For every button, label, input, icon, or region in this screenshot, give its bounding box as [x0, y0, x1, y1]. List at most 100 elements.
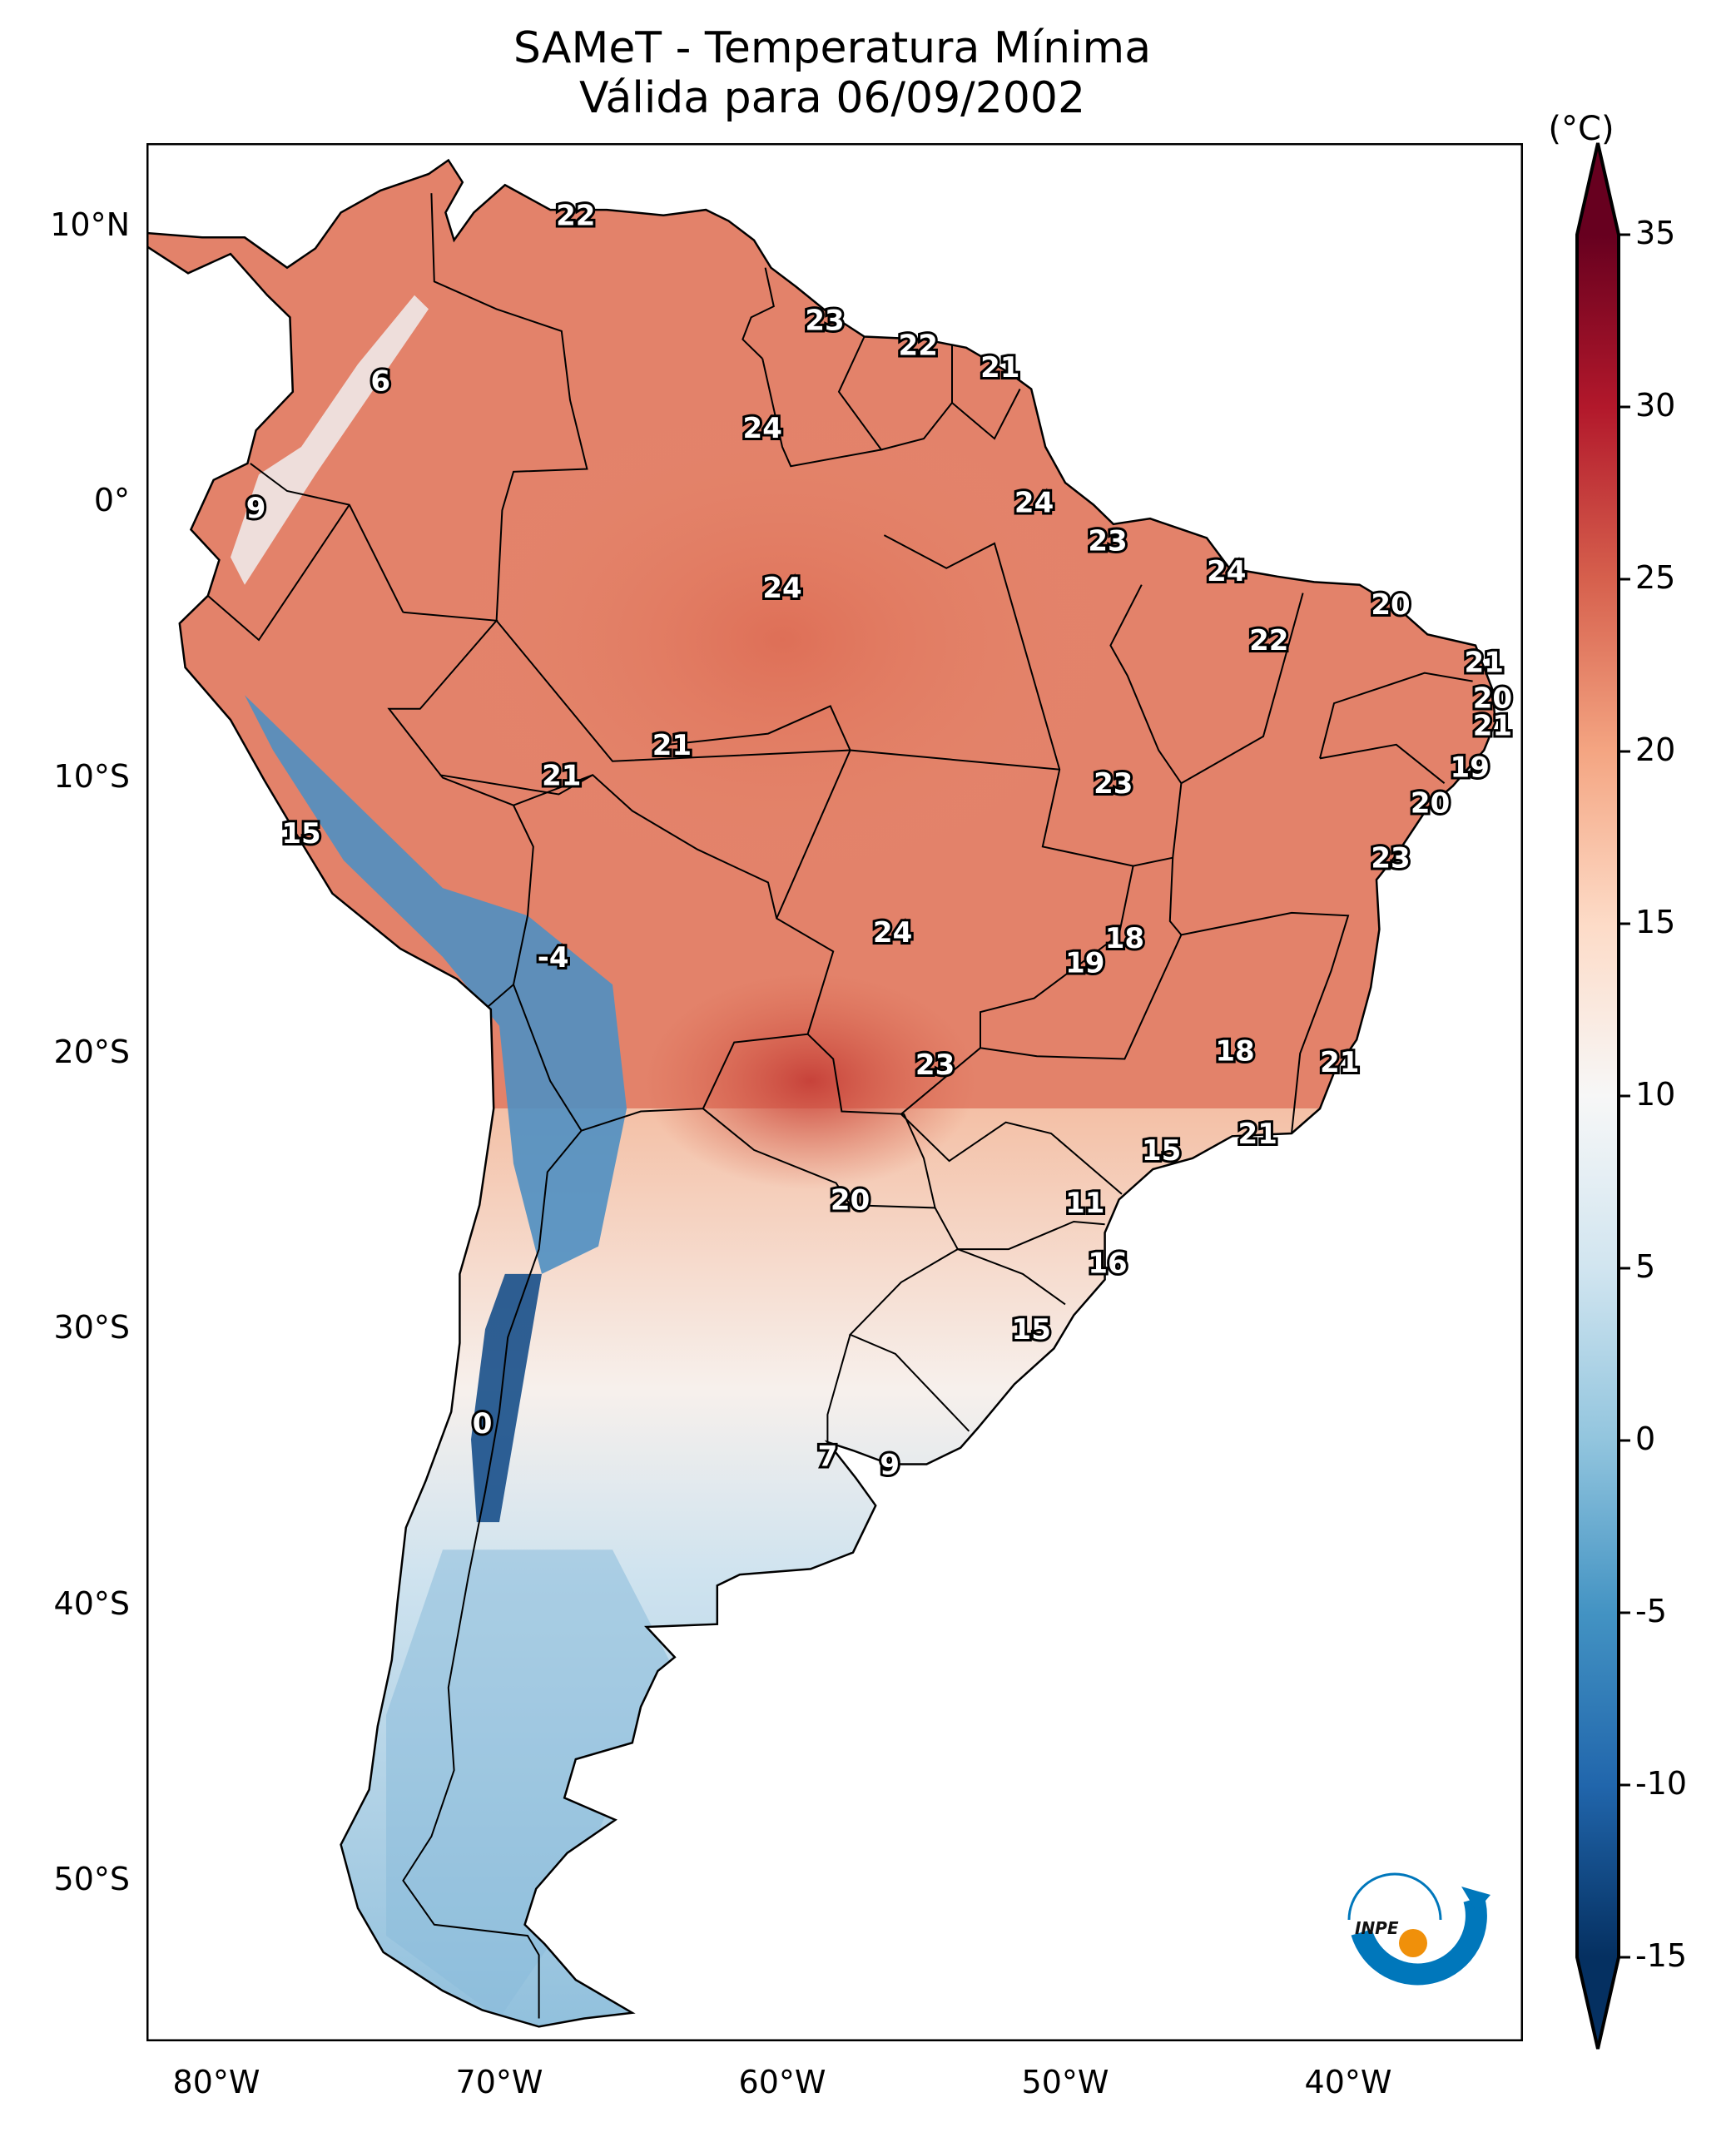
x-tick-label: 60°W [738, 2064, 826, 2100]
station-temperature-label: 9 [246, 492, 266, 525]
station-temperature-label: 21 [1473, 710, 1512, 743]
colorbar-tick-label: 25 [1635, 559, 1676, 596]
map-axes: 22 6 9 23 22 21 24 24 23 24 20 22 24 21 20 21 19 20 23 23 21… [146, 143, 1523, 2041]
station-temperature-label: 24 [873, 916, 912, 950]
y-tick-label: 10°N [50, 206, 130, 243]
border-line [250, 463, 404, 613]
station-temperature-label: 15 [1142, 1134, 1181, 1168]
border-line [957, 1220, 1105, 1251]
logo-sun-dot [1399, 1929, 1427, 1957]
border-line [776, 750, 851, 920]
station-temperature-label: 23 [1371, 842, 1410, 875]
border-line [1319, 672, 1473, 759]
station-temperature-label: 18 [1105, 922, 1144, 955]
y-tick-label: 0° [93, 482, 130, 519]
colorbar-tick-label: 30 [1635, 387, 1676, 424]
station-temperature-label: 15 [281, 817, 320, 850]
colorbar-ticks [1619, 233, 1630, 1959]
station-temperature-label: 24 [1207, 555, 1246, 588]
logo-arrow-icon [1461, 1887, 1490, 1912]
border-line [742, 267, 775, 359]
border-line [880, 345, 953, 451]
colorbar-tick-label: -15 [1635, 1937, 1688, 1974]
colorbar-tick-label: 35 [1635, 215, 1676, 251]
chaco-warm-core [644, 973, 977, 1190]
border-line [848, 1207, 970, 1432]
border-line [761, 336, 883, 468]
map-canvas: 2269232221242423242022242120211920232321… [146, 143, 1523, 2041]
colorbar-body [1577, 235, 1619, 1957]
station-temperature-label: 21 [652, 729, 692, 762]
colorbar-extend-max [1577, 143, 1619, 235]
border-line [980, 865, 1350, 1134]
y-tick-label: 40°S [53, 1584, 130, 1622]
border-line [957, 1248, 1066, 1306]
border-line [495, 620, 851, 762]
border-line [1180, 593, 1304, 785]
northern-andes-cool-band [231, 295, 429, 585]
central-andes-cold-band [245, 695, 627, 1274]
station-temperature-label: 24 [762, 572, 801, 605]
country-borders [207, 193, 1473, 2019]
border-line [1319, 743, 1446, 784]
x-tick-label: 80°W [172, 2064, 260, 2100]
y-tick-label: 50°S [53, 1860, 130, 1897]
border-line [668, 705, 1060, 771]
station-temperature-label: 24 [743, 412, 782, 445]
station-labels: 2269232221242423242022242120211920232321… [244, 197, 1515, 1485]
y-tick-label: 10°S [53, 757, 130, 795]
colorbar-tick-label: -10 [1635, 1765, 1688, 1802]
station-temperature-label: 22 [556, 200, 595, 233]
border-line [1168, 857, 1183, 936]
station-temperature-label: 19 [1451, 751, 1490, 784]
station-temperature-label: 22 [1249, 624, 1288, 657]
colorbar-tick-label: -5 [1635, 1593, 1667, 1629]
colorbar-tick-label: 10 [1635, 1076, 1676, 1113]
station-temperature-label: 6 [370, 365, 390, 399]
border-line [883, 534, 1183, 867]
border-line [430, 193, 588, 621]
border-line [402, 1130, 583, 2019]
station-temperature-label: 0 [473, 1407, 493, 1440]
border-line [387, 611, 534, 1008]
station-temperature-label: 20 [1473, 682, 1512, 716]
border-line [207, 504, 350, 642]
x-tick-label: 40°W [1304, 2064, 1392, 2100]
amazon-warm-core [433, 389, 1132, 890]
station-temperature-label: 20 [1411, 786, 1450, 820]
logo-swoosh [1351, 1896, 1487, 1986]
station-temperature-label: 11 [1065, 1187, 1104, 1220]
station-temperature-label: 21 [1238, 1118, 1277, 1151]
border-line [702, 1033, 936, 1209]
x-tick-label: 70°W [455, 2064, 543, 2100]
station-temperature-label: 23 [1094, 767, 1133, 801]
chart-subtitle: Válida para 06/09/2002 [578, 73, 1086, 123]
station-temperature-label: 21 [980, 351, 1019, 384]
y-tick-label: 20°S [53, 1033, 130, 1070]
patagonia-cool-fill [386, 1550, 669, 2019]
colorbar-tick-label: 15 [1635, 904, 1676, 940]
border-line [513, 774, 835, 1132]
station-temperature-label: 23 [805, 305, 844, 338]
station-temperature-label: 18 [1215, 1035, 1254, 1069]
station-temperature-label: 16 [1088, 1247, 1127, 1281]
inpe-logo: INPE [1347, 1872, 1490, 1986]
station-temperature-label: 20 [831, 1184, 870, 1217]
station-temperature-label: -4 [538, 941, 569, 974]
station-temperature-label: 24 [1014, 486, 1054, 519]
station-temperature-label: 23 [1088, 525, 1127, 558]
axes-frame [146, 143, 1523, 2041]
colorbar-tick-label: 5 [1635, 1248, 1656, 1285]
y-tick-label: 30°S [53, 1309, 130, 1346]
colorbar-tick-label: 0 [1635, 1421, 1656, 1457]
border-line [826, 1334, 851, 1442]
station-temperature-label: 21 [1320, 1046, 1359, 1079]
colorbar-tick-label: 20 [1635, 731, 1676, 768]
station-temperature-label: 20 [1371, 588, 1410, 622]
station-temperature-label: 15 [1012, 1313, 1051, 1346]
colorbar [1575, 142, 1630, 2050]
southern-andes-cold-band [471, 1273, 542, 1523]
station-temperature-label: 22 [899, 330, 938, 363]
border-line [439, 774, 593, 796]
station-temperature-label: 21 [1465, 647, 1504, 680]
